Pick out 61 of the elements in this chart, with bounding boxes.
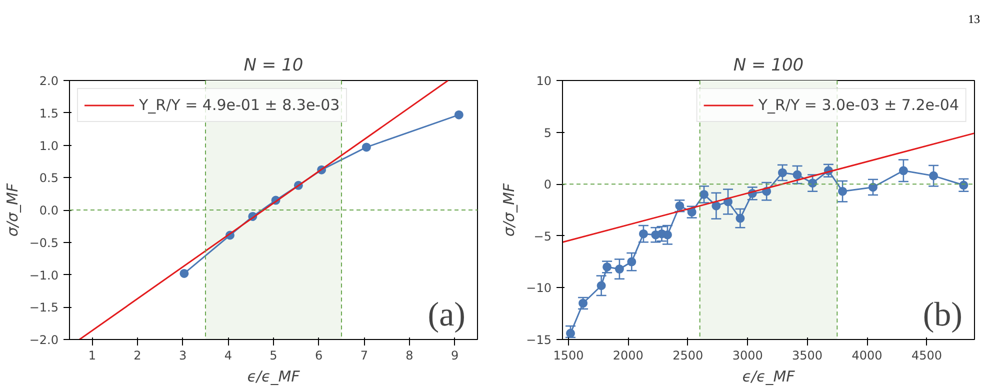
point <box>868 182 878 192</box>
x-tick-label: 2 <box>134 348 142 362</box>
y-tick-label: 0.5 <box>39 171 59 186</box>
y-tick-label: −15 <box>526 333 552 347</box>
point <box>778 168 787 178</box>
y-tick-label: −0.5 <box>29 236 58 250</box>
point <box>712 201 721 210</box>
y-tick-label: −2.0 <box>29 333 58 347</box>
point <box>838 186 848 196</box>
y-tick-label: −5 <box>534 229 552 244</box>
x-tick-label: 8 <box>406 348 414 362</box>
text: 13 <box>968 11 980 28</box>
point <box>638 229 648 238</box>
y-tick-label: 0.0 <box>39 204 59 218</box>
x-tick-label: 1500 <box>553 348 584 362</box>
annotation: (a) <box>428 296 466 334</box>
annotation: (b) <box>922 296 963 334</box>
point <box>959 180 968 190</box>
x-axis-title: ϵ/ϵ_MF <box>247 368 300 386</box>
point <box>596 281 606 290</box>
point <box>808 178 818 188</box>
x-tick-label: 4500 <box>911 348 942 362</box>
point <box>614 264 624 274</box>
x-tick-label: 3000 <box>732 348 763 362</box>
point <box>792 170 802 180</box>
chart-title: N = 100 <box>733 56 804 76</box>
y-tick-label: 1.5 <box>39 106 59 120</box>
legend-label: Y_R/Y = 3.0e-03 ± 7.2e-04 <box>758 96 959 114</box>
y-tick-label: −10 <box>526 281 552 296</box>
point <box>566 328 575 338</box>
point <box>454 110 464 120</box>
point <box>736 214 745 223</box>
x-tick-label: 5 <box>270 348 278 362</box>
x-axis-title: ϵ/ϵ_MF <box>742 368 796 386</box>
x-tick-label: 1 <box>88 348 96 362</box>
y-tick-label: −1.0 <box>29 268 58 282</box>
x-tick-label: 6 <box>315 348 323 362</box>
point <box>929 171 938 180</box>
y-tick-label: 10 <box>536 74 552 88</box>
y-tick-label: 5 <box>544 126 552 140</box>
point <box>700 190 709 199</box>
x-tick-label: 4 <box>224 348 232 362</box>
x-tick-label: 7 <box>360 348 368 362</box>
y-tick-label: 0 <box>544 178 552 192</box>
chart-title: N = 10 <box>244 56 304 76</box>
point <box>627 257 636 266</box>
x-tick-label: 3500 <box>792 348 823 362</box>
point <box>898 166 908 176</box>
y-tick-label: 2.0 <box>39 74 59 88</box>
point <box>180 268 189 278</box>
y-axis-title: σ/σ_MF <box>500 183 518 237</box>
y-tick-label: 1.0 <box>39 138 59 153</box>
legend-label: Y_R/Y = 4.9e-01 ± 8.3e-03 <box>139 96 340 114</box>
x-tick-label: 2000 <box>612 348 644 362</box>
y-tick-label: −1.5 <box>29 300 58 315</box>
x-tick-label: 4000 <box>852 348 882 362</box>
x-tick-label: 2500 <box>672 348 704 362</box>
point <box>362 142 371 152</box>
x-tick-label: 3 <box>179 348 187 362</box>
y-axis-title: σ/σ_MF <box>3 183 22 237</box>
x-tick-label: 9 <box>451 348 459 362</box>
